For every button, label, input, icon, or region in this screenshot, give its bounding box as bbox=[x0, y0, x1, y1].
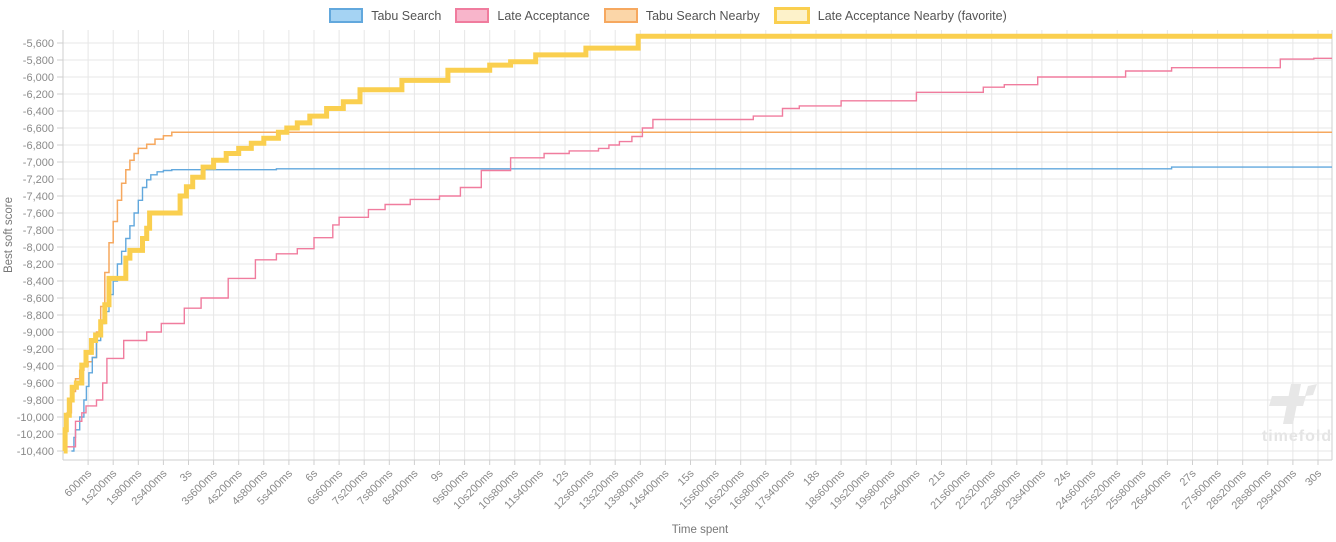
y-tick-label: -6,400 bbox=[23, 106, 54, 118]
y-tick-label: -8,400 bbox=[23, 276, 54, 288]
y-tick-label: -7,400 bbox=[23, 191, 54, 203]
y-axis-title: Best soft score bbox=[3, 197, 15, 273]
y-tick-label: -7,200 bbox=[23, 174, 54, 186]
timefold-logo-icon bbox=[1269, 384, 1317, 424]
y-tick-label: -9,600 bbox=[23, 378, 54, 390]
series-line-tabu-search bbox=[71, 166, 1332, 452]
y-tick-label: -9,000 bbox=[23, 327, 54, 339]
x-tick-label: 9s bbox=[429, 467, 446, 484]
x-tick-label: 15s bbox=[676, 467, 697, 488]
series-line-late-acceptance bbox=[65, 57, 1332, 448]
y-tick-label: -9,400 bbox=[23, 361, 54, 373]
series-line-late-acceptance-nearby-favorite bbox=[62, 33, 1332, 454]
legend-swatch-icon bbox=[603, 8, 638, 23]
legend-swatch-icon bbox=[455, 8, 490, 23]
legend-item-tabu-search[interactable]: Tabu Search bbox=[329, 8, 441, 23]
x-tick-label: 21s bbox=[927, 467, 948, 488]
timefold-logo-shape bbox=[1305, 384, 1317, 396]
legend-item-label: Tabu Search bbox=[371, 8, 442, 23]
legend-item-tabu-search-nearby[interactable]: Tabu Search Nearby bbox=[603, 8, 760, 23]
legend-item-late-acceptance-nearby-favorite[interactable]: Late Acceptance Nearby (favorite) bbox=[773, 7, 1007, 24]
x-axis-title: Time spent bbox=[672, 524, 729, 536]
legend-swatch-icon bbox=[773, 7, 810, 24]
y-tick-label: -6,000 bbox=[23, 72, 54, 84]
y-tick-label: -6,800 bbox=[23, 140, 54, 152]
y-tick-label: -10,200 bbox=[17, 429, 54, 441]
x-tick-label: 30s bbox=[1303, 467, 1324, 488]
watermark: timefold bbox=[1262, 384, 1332, 445]
x-tick-label: 24s bbox=[1052, 467, 1073, 488]
y-tick-label: -8,600 bbox=[23, 293, 54, 305]
x-tick-label: 18s bbox=[801, 467, 822, 488]
y-tick-label: -7,800 bbox=[23, 225, 54, 237]
y-tick-label: -6,600 bbox=[23, 123, 54, 135]
legend-item-label: Late Acceptance bbox=[497, 8, 590, 23]
x-tick-label: 27s bbox=[1178, 467, 1199, 488]
timefold-logo-shape bbox=[1283, 384, 1301, 424]
gridlines bbox=[63, 30, 1332, 460]
legend-item-label: Late Acceptance Nearby (favorite) bbox=[817, 8, 1007, 23]
y-tick-label: -8,000 bbox=[23, 242, 54, 254]
y-tick-label: -10,000 bbox=[17, 412, 54, 424]
legend-swatch-icon bbox=[329, 8, 364, 23]
x-tick-label: 6s bbox=[303, 467, 320, 484]
legend-item-label: Tabu Search Nearby bbox=[645, 8, 760, 23]
watermark-text: timefold bbox=[1262, 428, 1332, 445]
y-tick-label: -7,000 bbox=[23, 157, 54, 169]
y-tick-label: -8,800 bbox=[23, 310, 54, 322]
y-tick-label: -5,600 bbox=[23, 38, 54, 50]
y-axis-tick-labels: -5,600 -5,800 -6,000 -6,200 -6,400 -6,600 -6,8… bbox=[17, 38, 54, 458]
legend-item-late-acceptance[interactable]: Late Acceptance bbox=[455, 8, 590, 23]
y-tick-label: -6,200 bbox=[23, 89, 54, 101]
y-tick-label: -8,200 bbox=[23, 259, 54, 271]
axes bbox=[57, 30, 1333, 465]
y-tick-label: -9,200 bbox=[23, 344, 54, 356]
legend: Tabu Search Late Acceptance Tabu Search Ne… bbox=[0, 7, 1336, 24]
y-tick-label: -5,800 bbox=[23, 55, 54, 67]
x-tick-label: 3s bbox=[178, 467, 195, 484]
y-tick-label: -7,600 bbox=[23, 208, 54, 220]
series-lines bbox=[62, 33, 1332, 454]
y-tick-label: -10,400 bbox=[17, 446, 54, 458]
x-tick-label: 12s bbox=[550, 467, 571, 488]
y-tick-label: -9,800 bbox=[23, 395, 54, 407]
